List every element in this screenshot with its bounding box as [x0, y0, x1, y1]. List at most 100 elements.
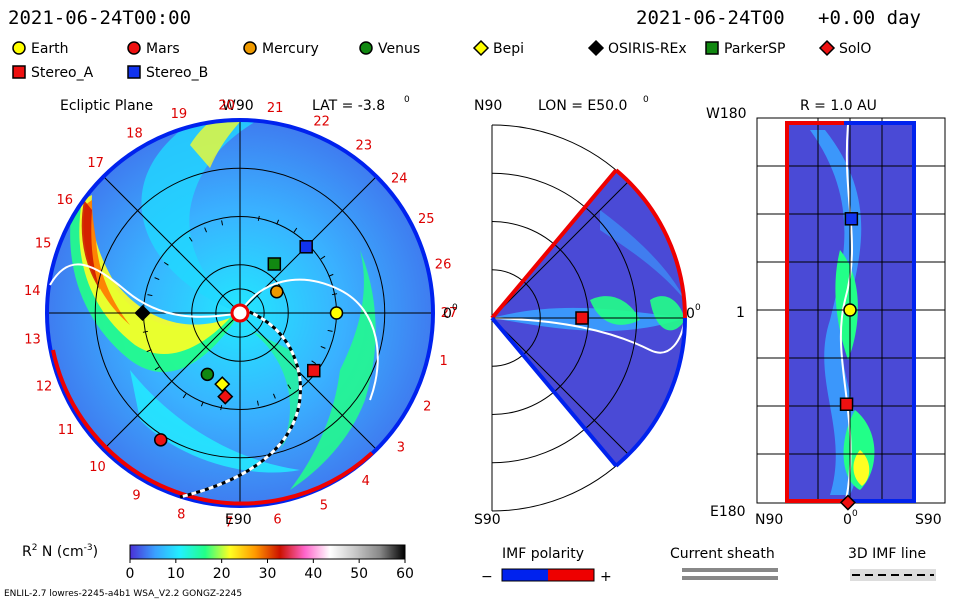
latlon-x-right: S90	[915, 512, 942, 528]
colorbar-tick-0: 0	[126, 566, 135, 582]
colorbar-tick-50: 50	[350, 566, 368, 582]
carrington-sector-22: 22	[313, 115, 330, 130]
legend-marker-stereo-b	[127, 65, 141, 79]
meridional-lon-label: LON = E50.0	[538, 98, 627, 114]
legend-label-earth: Earth	[31, 41, 69, 57]
meridional-right-degree: 0	[695, 303, 701, 313]
latlon-density-map	[756, 117, 946, 511]
legend-label-stereo-b: Stereo_B	[146, 65, 208, 81]
meridional-spoke	[491, 317, 629, 455]
legend-marker-mars	[127, 41, 141, 55]
carrington-sector-24: 24	[391, 172, 408, 187]
latlon-mid-left: 1	[736, 305, 745, 321]
imf-negative-label: −	[481, 569, 493, 585]
carrington-sector-21: 21	[267, 101, 284, 116]
meridional-top-label: N90	[474, 98, 502, 114]
ecliptic-right-degree: 0	[452, 303, 458, 313]
carrington-sector-18: 18	[126, 127, 143, 142]
ecliptic-lat-degree: 0	[404, 95, 410, 105]
ecliptic-marker-bepi	[214, 376, 231, 393]
ecliptic-positive-arc	[51, 349, 374, 506]
legend-marker-mercury	[243, 41, 257, 55]
ecliptic-marker-osiris-rex	[134, 304, 151, 322]
latlon-marker-earth	[843, 303, 857, 317]
meridional-right-label: 0	[686, 306, 695, 322]
colorbar-tick-10: 10	[167, 566, 185, 582]
legend-label-venus: Venus	[378, 41, 420, 57]
ecliptic-lat-label: LAT = -3.8	[312, 98, 385, 114]
ecliptic-marker-venus	[200, 367, 215, 382]
carrington-sector-19: 19	[171, 107, 188, 122]
header-day-offset: +0.00 day	[818, 7, 921, 29]
meridional-bottom-label: S90	[474, 512, 501, 528]
carrington-sector-12: 12	[36, 380, 53, 395]
meridional-spoke	[491, 181, 629, 319]
carrington-sector-2: 2	[423, 400, 431, 415]
ecliptic-marker-mars	[153, 433, 168, 447]
ecliptic-marker-earth	[329, 306, 344, 320]
carrington-sector-3: 3	[397, 440, 405, 455]
ecliptic-imf-line-west	[49, 263, 241, 318]
latlon-top-left: W180	[706, 106, 747, 122]
carrington-sector-25: 25	[418, 212, 435, 227]
meridional-density-map	[490, 124, 687, 512]
ecliptic-title: Ecliptic Plane	[60, 98, 153, 114]
legend-label-solo: SolO	[839, 41, 871, 57]
latlon-bottom-left: E180	[710, 504, 746, 520]
latlon-marker-solo	[839, 494, 856, 511]
sun-icon	[230, 303, 250, 323]
carrington-sector-16: 16	[56, 193, 73, 208]
carrington-sector-23: 23	[356, 139, 373, 154]
latlon-r-label: R = 1.0 AU	[800, 98, 877, 114]
ecliptic-objects	[134, 240, 344, 447]
imf-line-label: 3D IMF line	[848, 546, 926, 562]
current-sheath-line-1	[682, 568, 778, 572]
ecliptic-marker-mercury	[270, 285, 284, 299]
ecliptic-marker-solo	[217, 388, 234, 405]
current-sheath-label: Current sheath	[670, 546, 775, 562]
ecliptic-marker-parkersp	[267, 257, 282, 271]
legend-label-parkersp: ParkerSP	[724, 41, 785, 57]
current-sheath-line-2	[682, 576, 778, 580]
ecliptic-imf-line-east	[239, 278, 379, 401]
colorbar-label: R2 N (cm-3)	[22, 543, 98, 560]
imf-polarity-label: IMF polarity	[502, 546, 584, 562]
colorbar-tick-60: 60	[396, 566, 414, 582]
latlon-marker-stereo-b	[844, 212, 859, 226]
imf-positive-label: +	[600, 569, 612, 585]
carrington-sector-6: 6	[273, 513, 281, 528]
carrington-sector-20: 20	[218, 98, 235, 113]
ecliptic-right-label: 0	[443, 306, 452, 322]
colorbar	[129, 544, 406, 560]
latlon-marker-stereo-a	[839, 397, 854, 411]
carrington-sector-5: 5	[320, 498, 328, 513]
carrington-sector-14: 14	[24, 284, 41, 299]
carrington-sector-27: 27	[441, 306, 458, 321]
ecliptic-top-label: W90	[222, 98, 254, 114]
footer-model-info: ENLIL-2.7 lowres-2245-a4b1 WSA_V2.2 GONG…	[4, 589, 242, 599]
ecliptic-bottom-label: E90	[225, 512, 252, 528]
ecliptic-marker-stereo-a	[307, 363, 321, 378]
colorbar-tick-30: 30	[259, 566, 277, 582]
svg-text:R2 N (cm-3): R2 N (cm-3)	[22, 543, 98, 560]
carrington-sector-13: 13	[24, 332, 41, 347]
colorbar-tick-20: 20	[213, 566, 231, 582]
legend-marker-bepi	[472, 39, 490, 57]
legend-label-mercury: Mercury	[262, 41, 319, 57]
legend-label-bepi: Bepi	[493, 41, 524, 57]
latlon-x-left: N90	[755, 512, 783, 528]
carrington-sector-1: 1	[440, 354, 448, 369]
carrington-sector-10: 10	[89, 460, 106, 475]
imf-negative-swatch	[502, 569, 548, 581]
header-time: 2021-06-24T00:00	[8, 7, 191, 29]
header-run-time: 2021-06-24T00	[636, 7, 785, 29]
carrington-sector-7: 7	[225, 516, 233, 531]
carrington-sector-4: 4	[362, 474, 370, 489]
legend-label-osiris-rex: OSIRIS-REx	[608, 41, 687, 57]
imf-positive-swatch	[548, 569, 594, 581]
ecliptic-polarity-ring	[45, 118, 435, 508]
carrington-sector-17: 17	[87, 156, 104, 171]
latlon-x-mid: 0	[843, 512, 852, 528]
carrington-sector-8: 8	[177, 508, 185, 523]
